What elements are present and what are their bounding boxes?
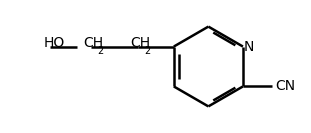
- Text: HO: HO: [43, 36, 64, 50]
- Text: CH: CH: [130, 36, 151, 50]
- Text: CH: CH: [84, 36, 104, 50]
- Text: 2: 2: [144, 46, 151, 56]
- Text: CN: CN: [275, 79, 295, 93]
- Text: N: N: [243, 40, 254, 54]
- Text: 2: 2: [98, 46, 104, 56]
